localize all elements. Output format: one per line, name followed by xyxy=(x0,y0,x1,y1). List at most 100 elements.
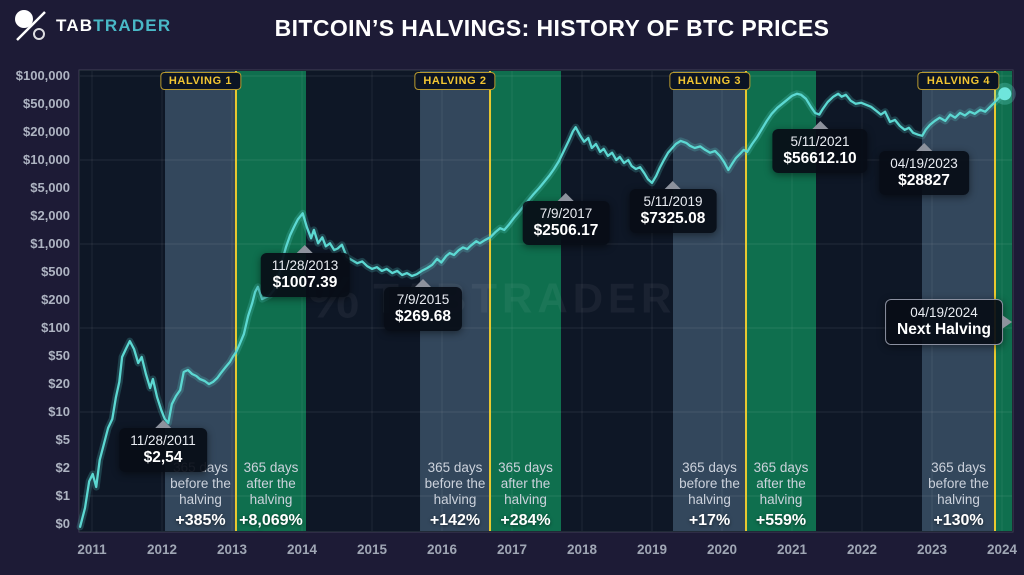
y-tick-label: $10 xyxy=(48,404,70,419)
x-tick-label: 2015 xyxy=(356,542,388,557)
x-tick-label: 2017 xyxy=(496,542,528,557)
pct-block-after: 365 days after the halving +284% xyxy=(470,460,582,530)
pct-label-line: 365 days xyxy=(931,460,986,475)
pct-value: +17% xyxy=(688,512,731,529)
annotation-value: $2506.17 xyxy=(533,222,599,239)
annotation-pointer-icon xyxy=(665,181,681,189)
annotation-pointer-icon xyxy=(155,420,171,428)
y-tick-label: $0 xyxy=(55,516,70,531)
pct-label-line: 365 days xyxy=(753,460,809,475)
halving-band-after xyxy=(490,71,561,531)
pct-label-line: halving xyxy=(688,492,731,507)
annotation-date: 11/28/2011 xyxy=(130,433,196,448)
price-annotation: 7/9/2015 $269.68 xyxy=(383,279,463,331)
y-tick-label: $200 xyxy=(41,292,70,307)
pct-label-line: halving xyxy=(937,492,980,507)
annotation-pointer-icon xyxy=(915,143,932,151)
pct-value: +130% xyxy=(933,512,984,529)
pct-label-line: before the xyxy=(170,476,231,491)
y-tick-label: $50,000 xyxy=(23,96,70,111)
x-tick-label: 2019 xyxy=(636,542,668,557)
annotation-value: $1007.39 xyxy=(272,274,338,291)
pct-label-line: before the xyxy=(928,476,989,491)
y-tick-label: $2,000 xyxy=(30,208,70,223)
page-title: BITCOIN’S HALVINGS: HISTORY OF BTC PRICE… xyxy=(274,15,830,41)
x-tick-label: 2024 xyxy=(986,542,1018,557)
pct-block-before: 365 days before the halving +17% xyxy=(654,460,766,530)
logo-text-primary: TAB xyxy=(56,16,94,35)
y-tick-label: $100 xyxy=(41,320,70,335)
halving-badge: HALVING 1 xyxy=(159,72,242,90)
pct-label-line: before the xyxy=(424,476,486,491)
annotation-date: 11/28/2013 xyxy=(271,258,339,273)
annotation-pointer-icon xyxy=(1001,315,1012,329)
next-halving-annotation: 04/19/2024 Next Halving xyxy=(885,299,1012,345)
annotation-date: 04/19/2023 xyxy=(890,156,958,171)
annotation-value: $56612.10 xyxy=(783,150,857,167)
pct-label-line: 365 days xyxy=(682,460,737,475)
pct-value: +559% xyxy=(755,512,807,529)
y-tick-label: $1,000 xyxy=(30,236,70,251)
annotation-pointer-icon xyxy=(415,279,431,287)
annotation-pointer-icon xyxy=(296,245,313,253)
pct-block-before: 365 days before the halving +130% xyxy=(902,460,1014,530)
pct-label-line: halving xyxy=(504,492,547,507)
pct-label-line: halving xyxy=(759,492,803,507)
pct-block-before: 365 days before the halving +142% xyxy=(399,460,511,530)
price-annotation: 7/9/2017 $2506.17 xyxy=(522,193,610,245)
y-tick-label: $5,000 xyxy=(30,180,70,195)
annotation-date: 7/9/2017 xyxy=(539,206,593,221)
annotation-pointer-icon xyxy=(812,121,828,129)
annotation-date: 7/9/2015 xyxy=(396,292,450,307)
brand-logo: TABTRADER xyxy=(14,9,171,43)
x-tick-label: 2012 xyxy=(146,542,178,557)
halving-band-before xyxy=(673,71,747,531)
x-tick-label: 2022 xyxy=(846,542,878,557)
x-tick-label: 2020 xyxy=(706,542,738,557)
pct-value: +385% xyxy=(175,512,226,529)
pct-label-line: 365 days xyxy=(427,460,483,475)
halving-badge: HALVING 4 xyxy=(917,72,1000,90)
annotation-date: 5/11/2019 xyxy=(643,194,703,209)
annotation-date: 5/11/2021 xyxy=(790,134,850,149)
y-tick-label: $1 xyxy=(55,488,70,503)
pct-block-after: 365 days after the halving +559% xyxy=(725,460,837,530)
annotation-value: Next Halving xyxy=(897,321,991,338)
pct-label-line: before the xyxy=(679,476,740,491)
annotation-value: $7325.08 xyxy=(640,210,706,227)
tabtrader-logo-icon xyxy=(15,10,46,41)
pct-block-after: 365 days after the halving +8,069% xyxy=(215,460,327,530)
annotation-value: $269.68 xyxy=(394,308,452,325)
pct-label-line: halving xyxy=(433,492,477,507)
y-tick-label: $500 xyxy=(41,264,70,279)
y-tick-label: $10,000 xyxy=(23,152,70,167)
pct-value: +8,069% xyxy=(239,512,303,529)
logo-text: TABTRADER xyxy=(56,16,171,36)
y-tick-label: $20,000 xyxy=(23,124,70,139)
price-annotation: 5/11/2021 $56612.10 xyxy=(772,121,868,173)
pct-label-line: after the xyxy=(246,476,296,491)
y-tick-label: $2 xyxy=(55,460,70,475)
pct-label-line: halving xyxy=(179,492,222,507)
x-tick-label: 2023 xyxy=(916,542,948,557)
y-tick-label: $50 xyxy=(48,348,70,363)
pct-value: +142% xyxy=(429,512,481,529)
y-tick-label: $5 xyxy=(55,432,70,447)
price-endpoint-dot xyxy=(998,87,1012,101)
annotation-value: $28827 xyxy=(898,172,950,189)
annotation-date: 04/19/2024 xyxy=(910,305,978,320)
halving-band-after xyxy=(235,71,306,531)
x-tick-label: 2021 xyxy=(776,542,808,557)
annotation-value: $2,54 xyxy=(143,449,183,466)
y-tick-label: $20 xyxy=(48,376,70,391)
halving-band-after xyxy=(995,71,1012,531)
x-tick-label: 2011 xyxy=(77,542,107,557)
pct-label-line: after the xyxy=(756,476,806,491)
pct-label-line: after the xyxy=(500,476,551,491)
halving-badge: HALVING 3 xyxy=(668,72,751,90)
price-annotation: 11/28/2013 $1007.39 xyxy=(260,245,350,297)
pct-label-line: 365 days xyxy=(243,460,299,475)
logo-text-secondary: TRADER xyxy=(93,16,172,35)
